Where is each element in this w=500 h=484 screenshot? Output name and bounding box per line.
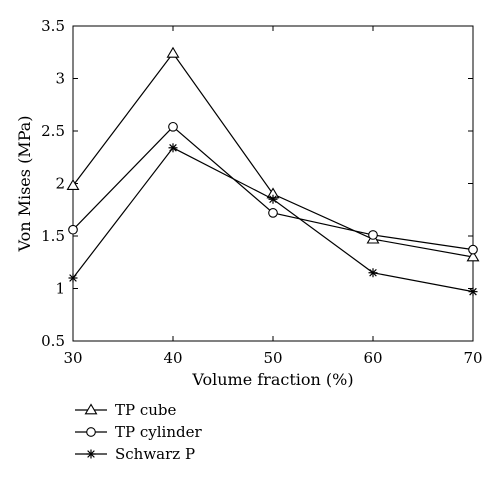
x-axis-label: Volume fraction (%) [191,370,353,389]
data-point [168,121,178,132]
y-tick-label: 1.5 [41,227,65,245]
legend-item: Schwarz P [75,445,195,463]
legend-label: TP cylinder [115,423,202,441]
x-tick-label: 70 [463,349,482,367]
data-point [268,194,278,204]
x-tick-label: 60 [363,349,382,367]
series-triangle [66,46,480,262]
y-tick-label: 3 [55,70,65,88]
data-point [468,244,478,255]
series-line [72,147,474,293]
data-point [368,230,378,240]
x-tick-label: 30 [63,349,82,367]
data-point [368,268,378,278]
legend-marker [84,403,98,415]
x-tick-label: 50 [263,349,282,367]
data-point [68,273,78,283]
y-tick-label: 3.5 [41,17,65,35]
legend-label: Schwarz P [115,445,195,463]
y-tick-label: 2 [55,175,65,193]
y-tick-label: 1 [55,280,65,298]
series-circle [68,121,478,255]
data-point [66,179,80,190]
legend-item: TP cylinder [75,423,202,441]
legend-marker [86,449,96,459]
data-point [468,287,478,297]
data-point [466,250,480,262]
plot-frame [72,25,474,342]
data-point [166,46,180,58]
data-point [68,224,78,235]
y-tick-label: 0.5 [41,332,65,350]
y-axis-label: Von Mises (MPa) [15,115,34,252]
data-point [268,208,278,218]
series-asterisk [68,143,478,297]
y-tick-label: 2.5 [41,122,65,140]
x-tick-label: 40 [163,349,182,367]
data-point [168,143,178,153]
series-line [72,52,474,258]
legend-marker [86,427,96,437]
legend-item: TP cube [75,401,177,419]
legend-label: TP cube [115,401,177,419]
